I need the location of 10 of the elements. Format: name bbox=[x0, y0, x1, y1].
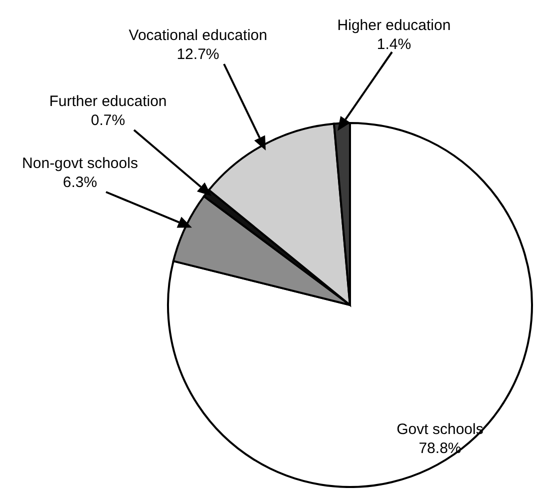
slice-label: Vocational education bbox=[128, 27, 268, 44]
data-label: 12.7% bbox=[176, 46, 220, 63]
slice-label: Higher education bbox=[337, 17, 451, 34]
slice-label: Non-govt schools bbox=[22, 155, 138, 172]
data-label: 1.4% bbox=[376, 36, 412, 53]
slice-label: Govt schools bbox=[396, 421, 484, 438]
data-label: 6.3% bbox=[62, 174, 98, 191]
data-label: 78.8% bbox=[418, 440, 462, 457]
slice-label: Further education bbox=[49, 93, 167, 110]
data-label: 0.7% bbox=[90, 112, 126, 129]
